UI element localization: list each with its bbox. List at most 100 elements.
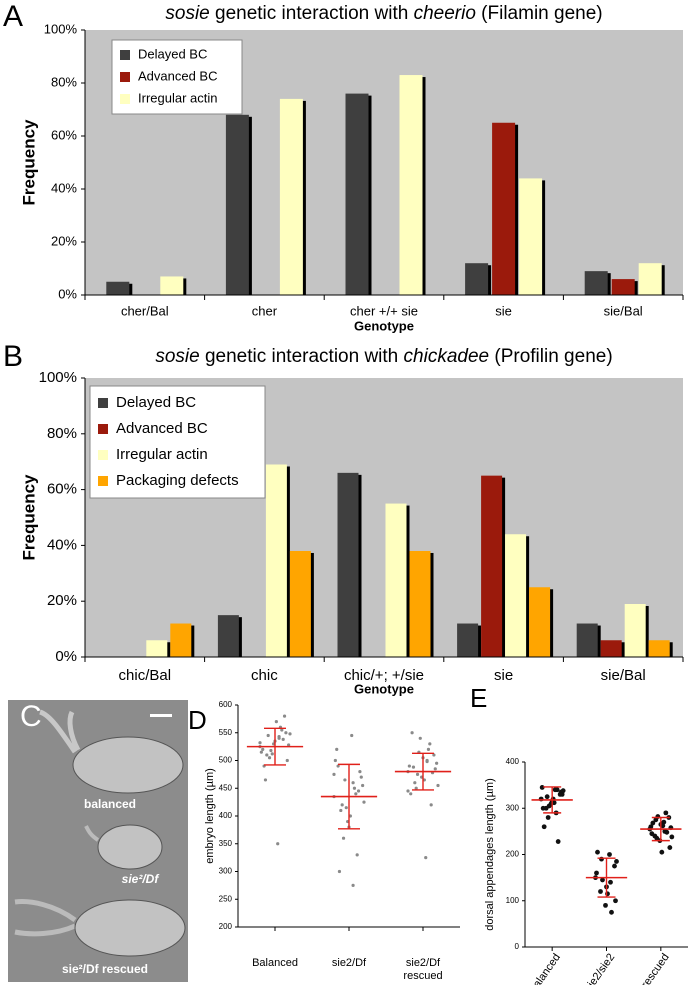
y-tick-label: 80% — [47, 425, 77, 442]
y-tick-label: 40% — [47, 536, 77, 553]
point — [361, 783, 365, 788]
point — [544, 794, 550, 800]
point — [358, 770, 362, 774]
point — [660, 823, 666, 829]
point — [426, 747, 431, 752]
panel-label: C — [20, 700, 42, 733]
x-tick-label: sie/Bal — [601, 667, 646, 684]
y-axis-label: Frequency — [19, 119, 38, 206]
bar — [160, 276, 184, 295]
y-tick-label: 60% — [47, 481, 77, 498]
y-tick-label: 100% — [44, 21, 78, 36]
x-tick-label: sie — [495, 303, 512, 318]
x-tick-label: chic/+; +/sie — [344, 667, 424, 684]
egg — [72, 736, 184, 794]
point — [266, 733, 270, 738]
x-tick-label: sie2/Df rescued — [403, 957, 443, 982]
point — [261, 747, 265, 752]
bar — [337, 472, 359, 657]
image-label: balanced — [84, 797, 136, 811]
point — [560, 788, 566, 794]
point — [545, 815, 551, 820]
point — [333, 758, 337, 763]
micrograph: C balanced sie²/Df sie²/Df rescued — [8, 700, 188, 982]
x-tick-label-box: sie2/Df rescued — [403, 957, 443, 982]
title-part: sosie — [165, 3, 209, 24]
point — [339, 808, 343, 813]
bar — [481, 475, 503, 657]
point — [411, 765, 416, 769]
y-tick-label: 300 — [219, 867, 233, 876]
y-tick-label: 100% — [39, 369, 77, 386]
bar — [611, 279, 635, 295]
point — [667, 845, 673, 850]
y-tick-label: 200 — [219, 922, 233, 931]
legend-label: Irregular actin — [138, 90, 217, 105]
bar — [648, 640, 670, 657]
x-tick-label: Balanced — [527, 952, 563, 985]
bar — [345, 93, 369, 295]
title-part: sosie — [155, 346, 199, 367]
bar — [217, 615, 239, 657]
legend-box — [111, 39, 243, 115]
x-tick-label: sie2/sie2 rescued — [613, 952, 672, 985]
point — [541, 824, 547, 830]
point — [608, 879, 613, 885]
point — [418, 736, 422, 740]
point — [406, 789, 410, 793]
y-tick-label: 20% — [51, 233, 77, 248]
y-tick-label: 100 — [506, 896, 520, 905]
point — [664, 829, 670, 835]
point — [281, 737, 285, 742]
point — [654, 835, 660, 841]
point — [607, 852, 612, 857]
title-part: genetic interaction with — [200, 346, 404, 367]
y-tick-label: 400 — [219, 811, 233, 820]
panel-label: E — [470, 683, 487, 713]
point — [337, 869, 342, 874]
point — [415, 772, 420, 776]
legend-swatch — [98, 476, 108, 486]
point — [612, 863, 617, 869]
point — [407, 764, 411, 768]
legend-label: Advanced BC — [116, 420, 208, 437]
point — [598, 889, 603, 894]
point — [274, 720, 278, 724]
y-tick-label: 550 — [219, 728, 233, 737]
x-tick-label: sie2/Df — [331, 957, 367, 969]
point — [362, 800, 366, 804]
point — [350, 733, 354, 738]
bar — [529, 587, 551, 657]
egg — [97, 824, 163, 870]
image-label: sie²/Df rescued — [62, 962, 148, 976]
chart-title: sosie genetic interaction with cheerio (… — [165, 3, 602, 24]
point — [287, 743, 291, 747]
point — [409, 792, 413, 796]
point — [432, 753, 436, 757]
panel-label: D — [188, 705, 207, 735]
y-tick-label: 500 — [219, 756, 233, 765]
point — [267, 756, 272, 760]
bar — [399, 75, 423, 295]
point — [285, 758, 289, 763]
x-tick-label: Balanced — [252, 957, 298, 969]
point — [663, 810, 669, 816]
x-tick-label: sie2/sie2 — [583, 952, 618, 985]
y-tick-label: 300 — [506, 803, 520, 812]
point — [539, 785, 545, 790]
legend-swatch — [98, 398, 108, 408]
point — [599, 856, 604, 862]
point — [277, 735, 281, 739]
point — [270, 752, 274, 756]
x-tick-label-box: Balanced — [252, 957, 298, 969]
title-part: chickadee — [404, 346, 490, 367]
bar — [146, 640, 168, 657]
point — [269, 748, 273, 753]
y-tick-label: 0% — [55, 648, 77, 665]
point — [429, 803, 433, 807]
legend-label: Delayed BC — [138, 46, 207, 61]
bar — [576, 623, 598, 657]
chart-title: sosie genetic interaction with chickadee… — [155, 346, 612, 367]
point — [554, 787, 560, 793]
y-tick-label: 400 — [506, 757, 520, 766]
